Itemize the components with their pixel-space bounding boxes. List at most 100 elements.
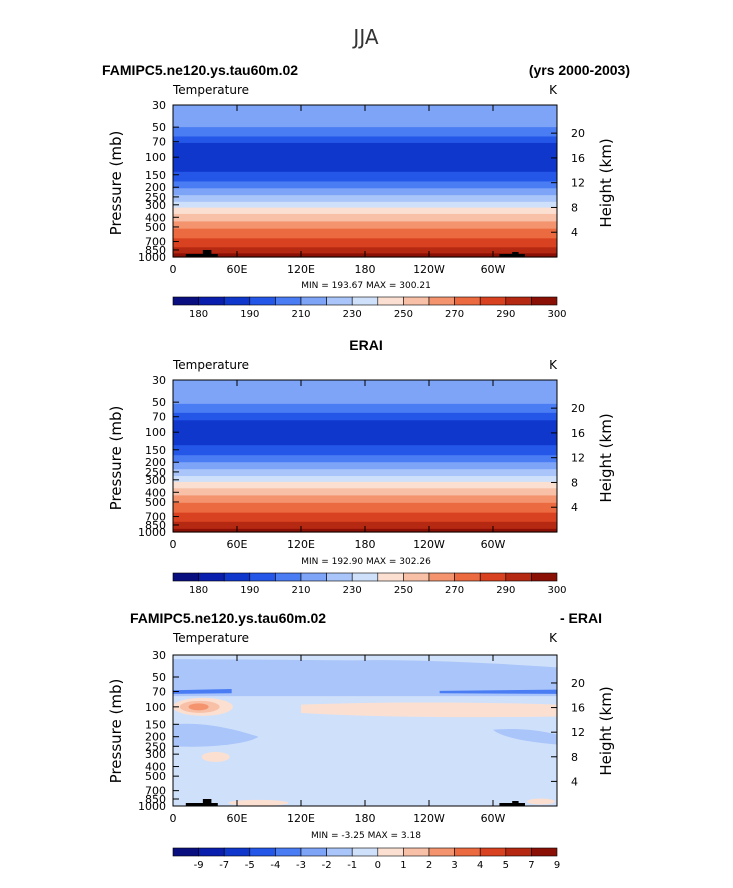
- colorbar-swatch: [326, 296, 353, 306]
- colorbar-label: 300: [547, 585, 566, 596]
- panel-2-ylabel: Pressure (mb): [107, 406, 125, 511]
- x-tick-label: 60E: [227, 812, 248, 825]
- y-tick-label: 70: [152, 685, 166, 698]
- colorbar-swatch: [428, 296, 455, 306]
- colorbar-swatch: [300, 572, 327, 582]
- colorbar-swatch: [249, 572, 276, 582]
- y-right-tick-label: 4: [571, 775, 578, 788]
- y-tick-label: 200: [145, 731, 166, 744]
- colorbar-label: 7: [528, 860, 534, 871]
- y-right-tick-label: 8: [571, 751, 578, 764]
- y-tick-label: 150: [145, 169, 166, 182]
- colorbar-label: 180: [189, 585, 208, 596]
- panel-1-title-left: FAMIPC5.ne120.ys.tau60m.02: [102, 62, 298, 78]
- y-tick-label: 50: [152, 671, 166, 684]
- x-tick-label: 60W: [481, 538, 506, 551]
- y-right-tick-label: 20: [571, 127, 585, 140]
- panel-2-ylabel-right: Height (km): [597, 413, 615, 502]
- y-right-tick-label: 16: [571, 152, 585, 165]
- y-tick-label: 250: [145, 740, 166, 753]
- colorbar-label: 270: [445, 585, 464, 596]
- y-right-tick-label: 20: [571, 402, 585, 415]
- y-tick-label: 400: [145, 486, 166, 499]
- page-title: JJA: [351, 25, 378, 49]
- panel-1-title-right: (yrs 2000-2003): [529, 62, 630, 78]
- panel-1-ylabel-right: Height (km): [597, 138, 615, 227]
- colorbar-label: -7: [219, 860, 229, 871]
- panel-2: ERAI Temperature K 305070100150200250300…: [107, 337, 615, 567]
- colorbar-swatch: [275, 296, 302, 306]
- y-tick-label: 30: [152, 374, 166, 387]
- colorbar-label: 230: [343, 585, 362, 596]
- y-tick-label: 50: [152, 396, 166, 409]
- y-right-tick-label: 4: [571, 501, 578, 514]
- colorbar-label: -1: [347, 860, 357, 871]
- y-tick-label: 70: [152, 411, 166, 424]
- colorbar-swatch: [505, 296, 532, 306]
- panel-3-title-right: - ERAI: [560, 610, 602, 626]
- panel-3: FAMIPC5.ne120.ys.tau60m.02 - ERAI Temper…: [107, 610, 615, 841]
- panel-3-title-left: FAMIPC5.ne120.ys.tau60m.02: [130, 610, 326, 626]
- y-tick-label: 70: [152, 136, 166, 149]
- colorbar-label: 9: [554, 860, 560, 871]
- y-right-tick-label: 4: [571, 226, 578, 239]
- colorbar-label: 210: [291, 585, 310, 596]
- colorbar-swatch: [454, 296, 481, 306]
- colorbar-2: 180 190 210 230 250 270 290 300: [172, 572, 567, 596]
- x-tick-label: 60E: [227, 263, 248, 276]
- x-tick-label: 180: [355, 812, 376, 825]
- y-tick-label: 500: [145, 221, 166, 234]
- y-tick-label: 1000: [138, 526, 166, 539]
- colorbar-label: 190: [240, 585, 259, 596]
- colorbar-swatch: [531, 572, 558, 582]
- x-tick-label: 60E: [227, 538, 248, 551]
- panel-2-units: K: [549, 358, 558, 372]
- colorbar-swatch: [428, 572, 455, 582]
- x-tick-label: 60W: [481, 263, 506, 276]
- colorbar-swatch: [198, 572, 225, 582]
- y-tick-label: 400: [145, 761, 166, 774]
- y-tick-label: 850: [145, 244, 166, 257]
- colorbar-swatch: [249, 847, 276, 857]
- y-tick-label: 50: [152, 121, 166, 134]
- colorbar-label: 180: [189, 309, 208, 320]
- colorbar-label: 5: [503, 860, 509, 871]
- colorbar-swatch: [403, 296, 430, 306]
- colorbar-swatch: [377, 296, 404, 306]
- panel-2-stats: MIN = 192.90 MAX = 302.26: [301, 557, 431, 567]
- colorbar-swatch: [479, 847, 507, 857]
- colorbar-label: 4: [477, 860, 483, 871]
- colorbar-swatch: [172, 572, 199, 582]
- colorbar-swatch: [223, 572, 251, 582]
- colorbar-swatch: [505, 847, 532, 857]
- colorbar-3: -9 -7 -5 -4 -3 -2 -1 0 1 2 3 4 5 7 9: [172, 847, 560, 871]
- y-tick-label: 500: [145, 496, 166, 509]
- y-right-tick-label: 12: [571, 452, 585, 465]
- y-tick-label: 300: [145, 748, 166, 761]
- y-right-tick-label: 16: [571, 702, 585, 715]
- panel-2-variable: Temperature: [172, 358, 249, 372]
- y-tick-label: 30: [152, 649, 166, 662]
- panel-1-variable: Temperature: [172, 83, 249, 97]
- colorbar-label: 230: [343, 309, 362, 320]
- x-tick-label: 120W: [413, 538, 445, 551]
- y-tick-label: 1000: [138, 251, 166, 264]
- y-tick-label: 300: [145, 474, 166, 487]
- y-tick-label: 100: [145, 426, 166, 439]
- colorbar-swatch: [326, 572, 353, 582]
- y-tick-label: 30: [152, 99, 166, 112]
- y-tick-label: 700: [145, 785, 166, 798]
- colorbar-swatch: [531, 296, 558, 306]
- y-tick-label: 200: [145, 456, 166, 469]
- colorbar-swatch: [505, 572, 532, 582]
- x-tick-label: 180: [355, 263, 376, 276]
- colorbar-label: 190: [240, 309, 259, 320]
- colorbar-swatch: [351, 572, 379, 582]
- colorbar-label: -9: [194, 860, 204, 871]
- y-right-tick-label: 16: [571, 427, 585, 440]
- panel-3-ylabel: Pressure (mb): [107, 679, 125, 784]
- colorbar-swatch: [351, 847, 379, 857]
- colorbar-swatch: [428, 847, 455, 857]
- colorbar-swatch: [479, 296, 507, 306]
